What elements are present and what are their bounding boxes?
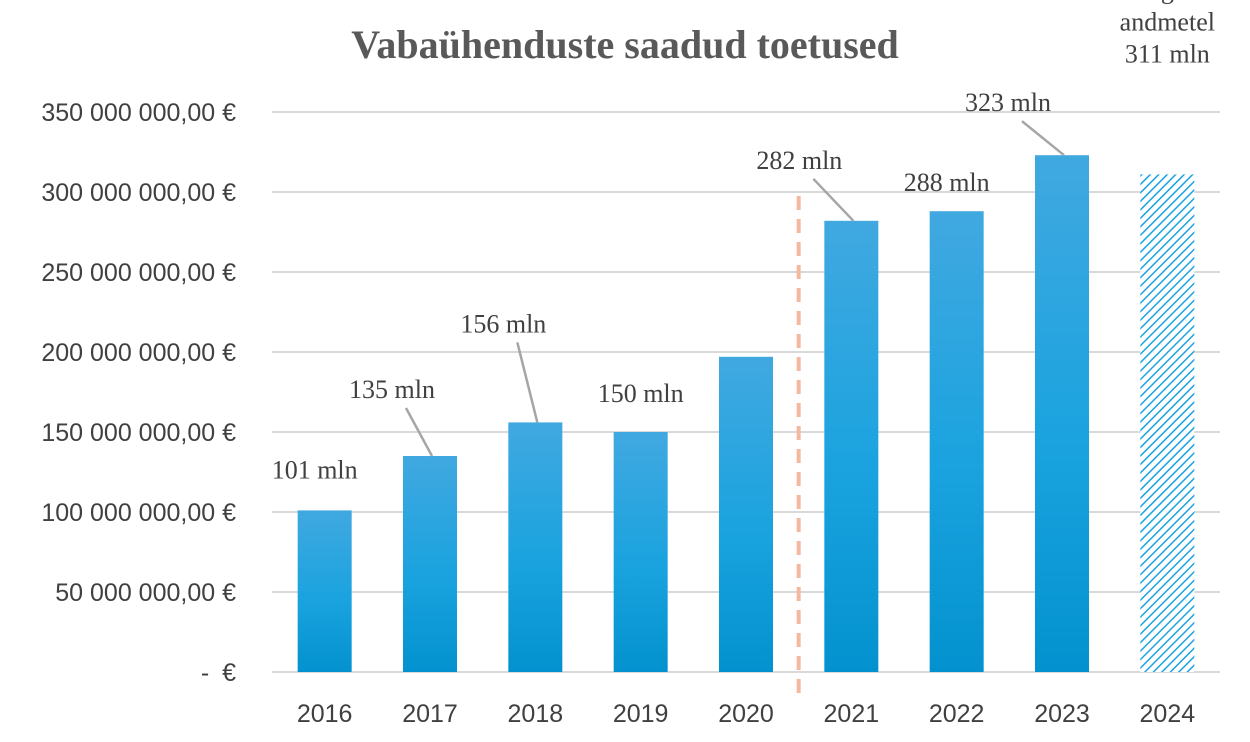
data-label-line: 311 mln [1125,39,1210,68]
data-label-line: 282 mln [756,146,842,175]
data-label-line: 323 mln [965,88,1051,117]
data-labels: 101 mln 135 mln 156 mln 150 mln 282 mln 288 m… [272,0,1222,484]
bars [297,155,1195,673]
y-tick-label: € [222,659,236,687]
x-tick-label-2019: 2019 [613,700,669,728]
data-label-2018: 156 mln [460,309,546,338]
y-tick-label: 200 000 000,00 € [41,339,236,367]
data-label-line: esialgsetel [1113,0,1221,4]
bar-2024-estimate [1140,174,1195,672]
chart-title: Vabaühenduste saadud toetused [351,22,899,67]
x-tick-label-2023: 2023 [1034,700,1090,728]
bar-2016 [297,510,352,672]
data-label-line: 135 mln [349,375,435,404]
leader-line-2018 [516,342,539,423]
data-label-2019: 150 mln [598,379,684,408]
leader-line-2023 [1021,120,1065,157]
x-axis-tick-labels: 2016 2017 2018 2019 2020 2021 2022 2023 2024 [297,700,1195,728]
data-label-line: 150 mln [598,379,684,408]
data-label-2023: 323 mln [965,88,1051,117]
bar-2018 [508,422,563,672]
data-label-2024: esialgsetel andmetel 311 mln [1113,0,1221,68]
x-tick-label-2018: 2018 [508,700,564,728]
x-tick-label-2016: 2016 [297,700,353,728]
bar-2017 [403,456,457,672]
bar-2019 [613,432,668,672]
x-tick-label-2024: 2024 [1140,700,1196,728]
data-label-2022: 288 mln [904,168,990,197]
bar-2023 [1035,155,1089,672]
y-tick-label: 150 000 000,00 € [41,419,236,447]
leader-line-2021 [812,177,855,222]
leader-line-2017 [404,407,434,457]
x-tick-label-2022: 2022 [929,700,985,728]
data-label-line: 101 mln [272,455,358,484]
y-tick-label: - [201,659,209,687]
bar-2020 [719,356,773,672]
data-label-line: 156 mln [460,309,546,338]
y-axis-tick-labels: - €50 000 000,00 € 100 000 000,00 € 150 000… [41,99,236,687]
data-label-line: 288 mln [904,168,990,197]
x-tick-label-2020: 2020 [718,700,774,728]
data-label-line: andmetel [1120,7,1215,36]
y-tick-label: 300 000 000,00 € [41,179,236,207]
x-tick-label-2021: 2021 [824,700,880,728]
bar-2021 [824,220,879,673]
data-label-2016: 101 mln [272,455,358,484]
y-tick-label: 50 000 000,00 € [55,579,236,607]
bar-2022 [929,211,984,672]
data-label-2021: 282 mln [756,146,842,175]
y-tick-label: 350 000 000,00 € [41,99,236,127]
y-tick-label: 250 000 000,00 € [41,259,236,287]
label-leader-lines [404,120,1065,457]
data-label-2017: 135 mln [349,375,435,404]
x-tick-label-2017: 2017 [402,700,458,728]
y-tick-label: 100 000 000,00 € [41,499,236,527]
